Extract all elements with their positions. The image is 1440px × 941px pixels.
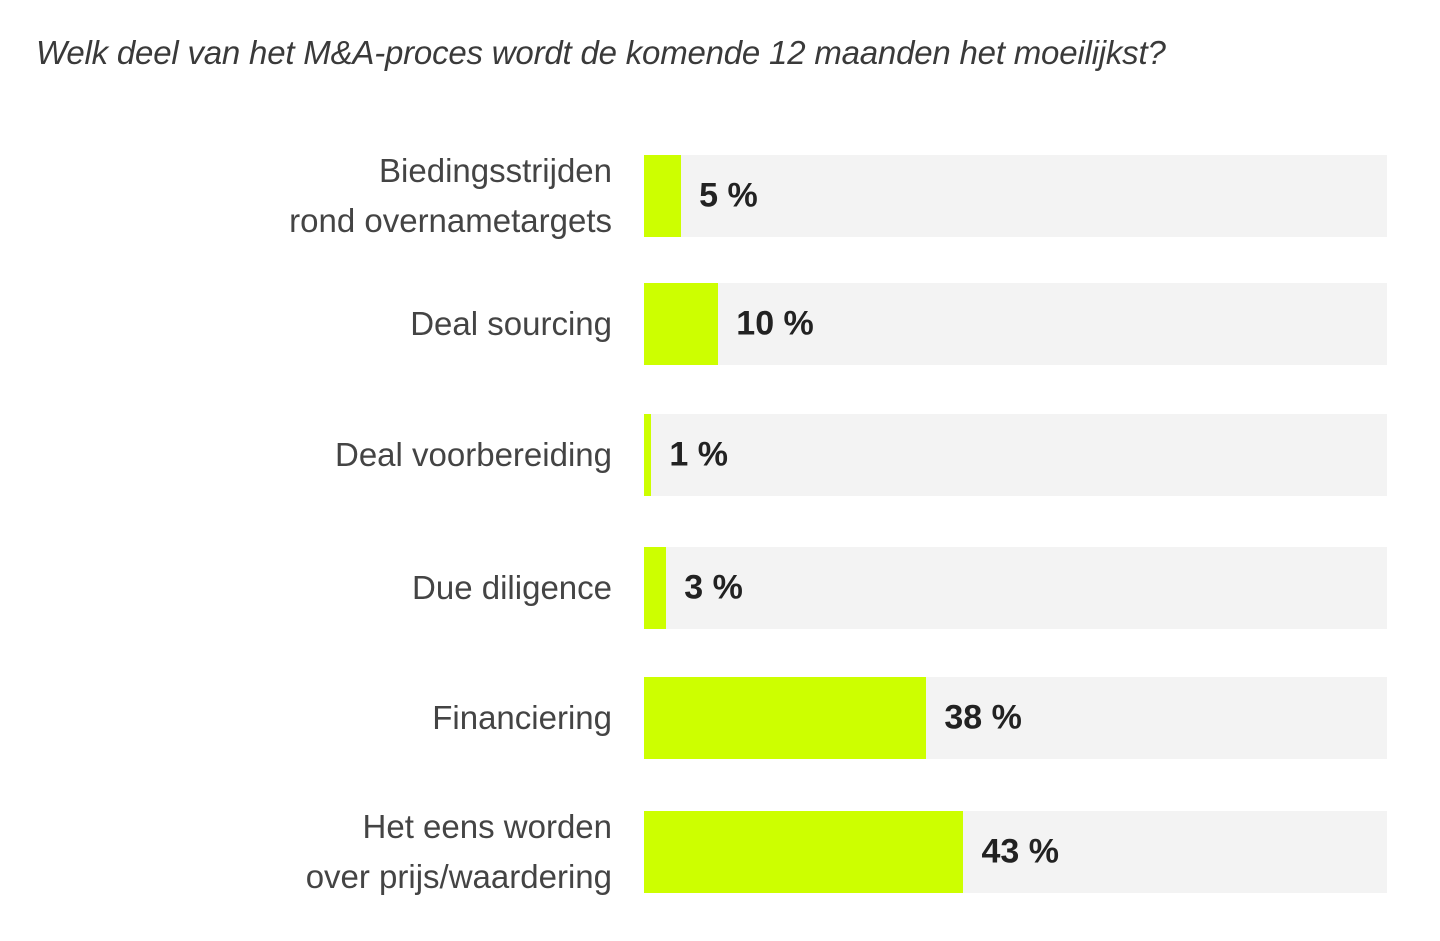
bar-value-label: 10 %	[736, 304, 814, 343]
bar-track: 43 %	[644, 811, 1387, 893]
category-label-line: Deal voorbereiding	[334, 436, 612, 473]
category-label-line: Financiering	[432, 699, 612, 736]
bar	[644, 677, 927, 759]
category-label-line: Due diligence	[412, 569, 612, 606]
bar-track: 5 %	[644, 155, 1387, 237]
category-label: Due diligence	[412, 563, 612, 613]
category-label: Biedingsstrijden rond overnametargets	[289, 146, 612, 246]
bar-value-label: 3 %	[684, 568, 743, 607]
category-label: Financiering	[432, 693, 612, 743]
bar-value-label: 5 %	[699, 176, 758, 215]
chart-title: Welk deel van het M&A-proces wordt de ko…	[36, 34, 1166, 71]
bar	[644, 547, 667, 629]
category-label-line: Biedingsstrijden	[379, 152, 612, 189]
bar	[644, 155, 682, 237]
bar	[644, 811, 964, 893]
bar-track: 3 %	[644, 547, 1387, 629]
category-label-line: Het eens worden	[362, 808, 612, 845]
bar-value-label: 38 %	[944, 698, 1022, 737]
bar-value-label: 1 %	[669, 435, 729, 474]
category-label-line: rond overnametargets	[289, 202, 612, 239]
category-label-line: over prijs/waardering	[305, 858, 612, 895]
bar-value-label: 43 %	[981, 832, 1059, 871]
category-label: Het eens worden over prijs/waardering	[306, 802, 612, 902]
category-label-line: Deal sourcing	[410, 305, 612, 342]
bar-track: 38 %	[644, 677, 1387, 759]
category-label: Deal sourcing	[410, 299, 612, 349]
bar	[644, 283, 719, 365]
category-label: Deal voorbereiding	[335, 430, 612, 480]
bar-track: 10 %	[644, 283, 1387, 365]
bar-track: 1 %	[644, 414, 1387, 496]
bar	[644, 414, 652, 496]
